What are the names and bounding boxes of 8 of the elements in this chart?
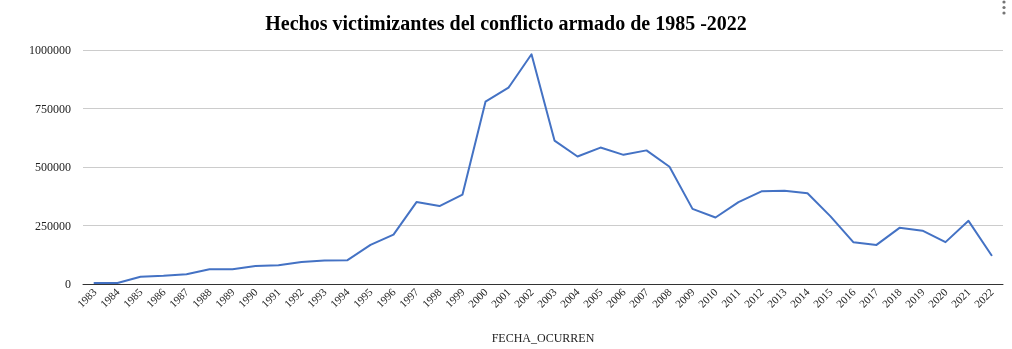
y-tick-label: 750000: [35, 101, 71, 116]
chart-title: Hechos victimizantes del conflicto armado de 1985 -2022: [265, 12, 747, 34]
y-tick-label: 0: [65, 277, 71, 291]
y-tick-label: 1000000: [29, 43, 71, 57]
line-series: [93, 53, 993, 285]
y-tick-label: 250000: [35, 218, 71, 233]
x-axis-title: FECHA_OCURREN: [491, 331, 595, 345]
y-tick-label: 500000: [35, 160, 71, 174]
